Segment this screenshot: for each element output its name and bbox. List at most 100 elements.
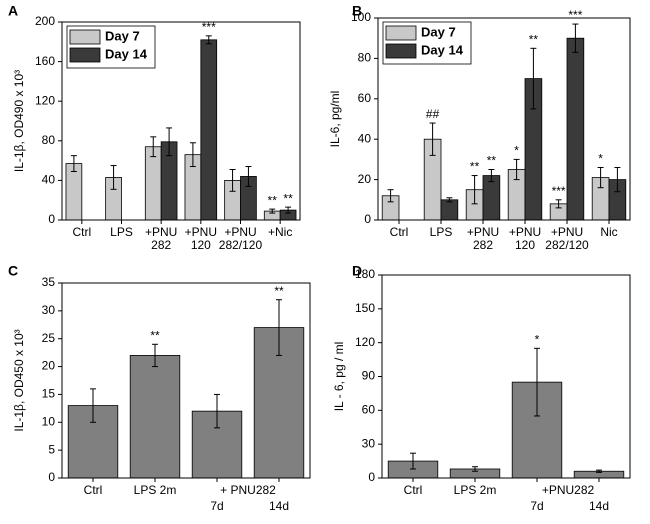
bar [482,175,501,221]
x-tick-label: +PNU 120 [184,226,217,252]
group-label: +PNU282 [542,483,595,497]
x-tick-label-box: 7d [210,500,224,513]
legend-swatch [69,29,101,45]
significance-label: ** [274,284,284,298]
error-bar [597,166,604,189]
x-tick-label: 7d [210,500,224,513]
x-tick-label-box: +Nic [267,226,293,239]
y-tick-label: 25 [42,331,56,345]
panel-label: D [352,263,362,279]
x-tick-label-box: LPS 2m [453,484,497,497]
error-bar [488,169,495,183]
error-bar [245,166,252,187]
significance-label: * [514,144,519,158]
y-tick-label: 60 [358,91,372,105]
y-tick-label: 30 [42,303,56,317]
y-axis-label: IL-1β, OD450 x 10³ [12,329,26,431]
panel-label: C [8,263,18,279]
x-tick-label: Ctrl [403,484,423,497]
x-tick-label-box: Ctrl [403,484,423,497]
legend-label: Day 7 [105,28,140,43]
significance-label: ## [426,107,440,121]
legend-swatch [385,43,417,59]
x-tick-label: LPS [110,226,133,239]
x-tick-label: +PNU 120 [508,226,542,252]
significance-label: ** [283,191,293,205]
significance-label: *** [552,184,566,198]
y-tick-label: 0 [364,212,371,226]
plot-frame [381,274,631,479]
significance-label: ** [487,154,497,168]
y-tick-label: 20 [42,359,56,373]
significance-label: * [598,152,603,166]
x-tick-label: Ctrl [389,226,409,239]
y-tick-label: 35 [42,275,56,289]
x-tick-label-box: +PNU 120 [508,226,542,252]
y-axis-label: IL-1β, OD490 x 10³ [12,70,26,172]
x-tick-label-box: LPS [430,226,453,239]
y-axis-label: IL-6, pg/ml [328,91,342,148]
y-tick-label: 5 [48,442,55,456]
x-tick-label-box: +PNU 282/120 [545,226,589,252]
legend-swatch [69,47,101,63]
plot-frame [61,21,301,221]
y-tick-label: 90 [362,369,376,383]
x-tick-label: LPS 2m [133,484,177,497]
y-tick-label: 40 [358,131,372,145]
x-tick-label: Nic [600,226,618,239]
x-tick-label-box: 7d [530,500,543,513]
x-tick-label: +Nic [267,226,293,239]
error-bar [410,452,416,470]
y-axis-label: IL - 6, pg / ml [332,342,346,412]
x-tick-label-box: +PNU 120 [184,226,217,252]
x-tick-label: +PNU 282/120 [545,226,589,252]
error-bar [205,35,212,45]
legend-label: Day 7 [421,24,456,39]
significance-label: ** [150,328,160,342]
legend-label: Day 14 [421,42,464,57]
error-bar [471,175,478,205]
error-bar [446,197,453,203]
error-bar [150,136,157,158]
error-bar [90,388,96,423]
x-tick-label-box: Nic [600,226,618,239]
error-bar [189,142,196,168]
error-bar [70,155,77,172]
x-tick-label-box: LPS [110,226,133,239]
x-tick-label: Ctrl [72,226,92,239]
x-tick-label-box: Ctrl [84,484,103,497]
bar [566,37,585,221]
y-tick-label: 20 [358,172,372,186]
error-bar [472,466,478,472]
y-tick-label: 120 [355,335,375,349]
bar [200,39,218,221]
y-tick-label: 0 [48,212,55,226]
legend-label: Day 14 [105,46,148,61]
y-tick-label: 15 [42,387,56,401]
x-tick-label: LPS 2m [453,484,497,497]
error-bar [534,347,540,417]
error-bar [229,169,236,192]
error-bar [429,122,436,156]
y-tick-label: 10 [42,414,56,428]
x-tick-label-box: Ctrl [72,226,92,239]
y-tick-label: 120 [35,93,55,107]
y-tick-label: 80 [358,51,372,65]
error-bar [614,166,621,193]
x-tick-label: +PNU 282 [466,226,500,252]
x-tick-label-box: +PNU 282 [466,226,500,252]
legend-swatch [385,25,417,41]
x-tick-label-box: Ctrl [389,226,409,239]
y-tick-label: 200 [35,14,55,28]
bar [144,146,162,221]
significance-label: * [535,332,540,346]
bar [440,199,459,221]
error-bar [513,158,520,181]
y-tick-label: 150 [355,301,375,315]
group-label: + PNU282 [220,483,276,497]
panel-label: B [352,3,362,19]
y-tick-label: 100 [351,10,371,24]
y-tick-label: 30 [362,436,376,450]
